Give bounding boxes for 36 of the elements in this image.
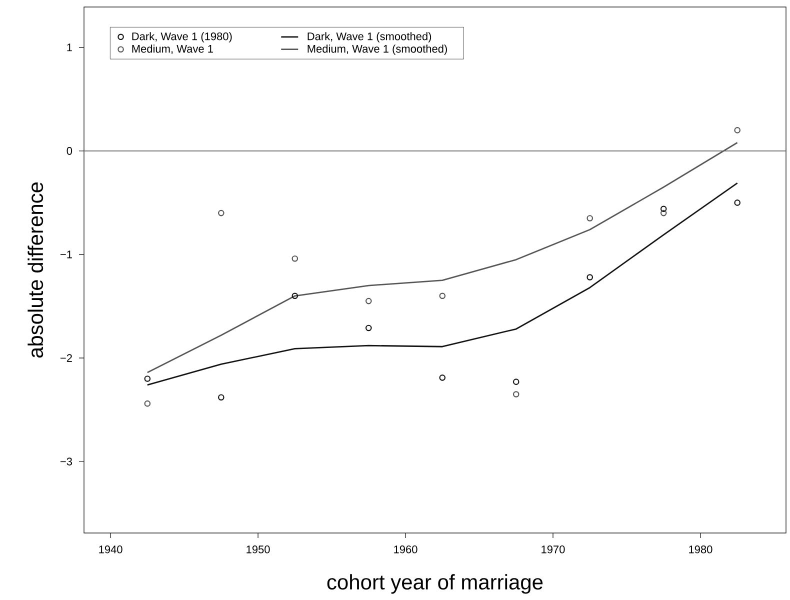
y-tick-label: 0: [66, 147, 72, 155]
point: [439, 374, 446, 381]
point: [218, 210, 224, 216]
x-tick-label: 1970: [542, 546, 565, 554]
y-axis-title: absolute difference: [28, 182, 44, 358]
x-tick-label: 1950: [246, 546, 270, 554]
point: [512, 391, 520, 398]
point: [218, 394, 224, 401]
y-tick-label: −1: [60, 250, 72, 258]
y-tick-label: 1: [67, 44, 72, 52]
point: [586, 274, 594, 280]
point: [365, 324, 372, 332]
legend-label: Medium, Wave 1: [132, 44, 213, 54]
point: [660, 206, 667, 212]
point: [144, 376, 151, 382]
point: [292, 292, 298, 300]
point: [292, 255, 298, 262]
x-tick-label: 1960: [394, 546, 418, 554]
point: [734, 200, 740, 206]
legend-label: Medium, Wave 1 (smoothed): [308, 44, 447, 55]
point: [734, 127, 740, 134]
x-tick-label: 1980: [689, 546, 712, 554]
y-tick-label: −3: [60, 458, 72, 466]
y-tick-label: −2: [60, 354, 72, 362]
point: [512, 378, 520, 385]
point: [660, 210, 667, 216]
point: [144, 400, 151, 407]
x-axis-title: cohort year of marriage: [327, 574, 543, 594]
legend-label: Dark, Wave 1 (smoothed): [308, 32, 432, 42]
point: [586, 215, 594, 222]
legend-label: Dark, Wave 1 (1980): [132, 32, 232, 42]
line-series: [146, 182, 738, 386]
line-series: [146, 142, 738, 374]
x-tick-label: 1940: [99, 546, 122, 554]
point: [365, 298, 372, 304]
point: [439, 292, 446, 300]
